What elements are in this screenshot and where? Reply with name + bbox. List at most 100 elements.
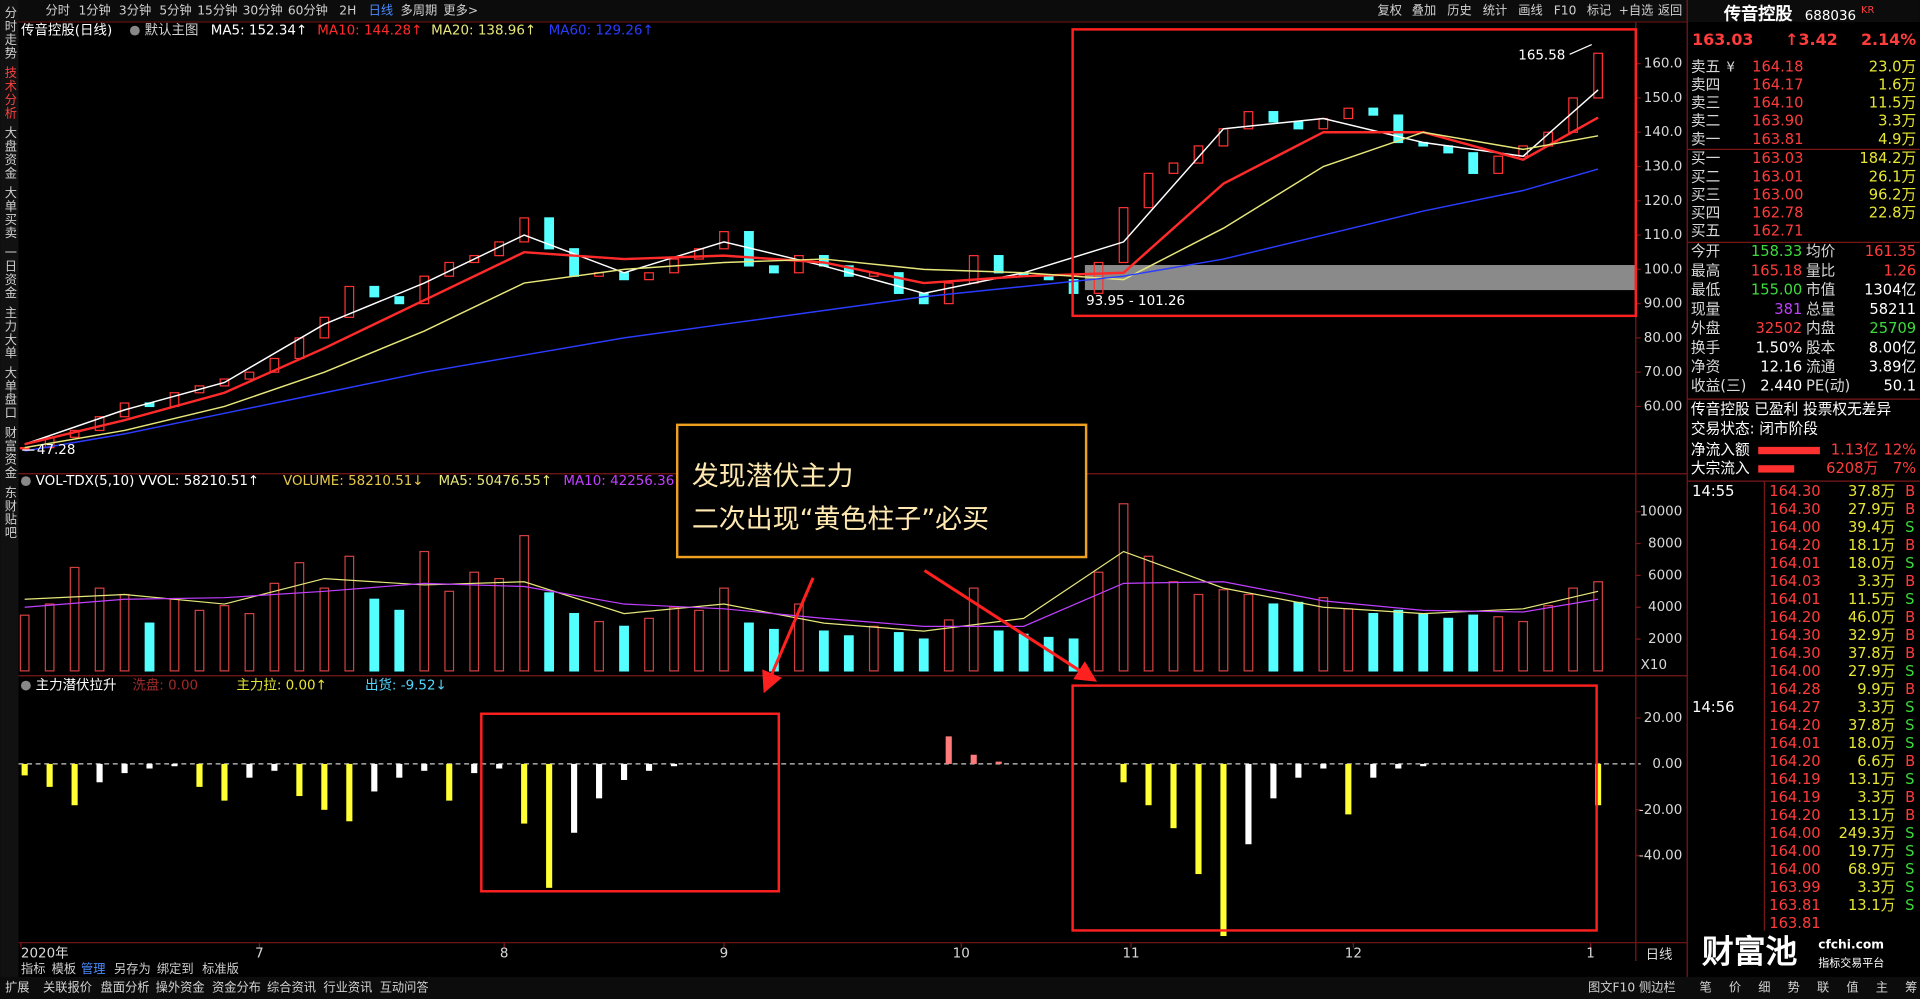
period-tab[interactable]: 15分钟	[197, 3, 237, 18]
indicator-bar	[471, 763, 478, 774]
indicator-bar	[1395, 763, 1402, 769]
volume-bar	[494, 577, 505, 672]
book-label: 卖一	[1691, 131, 1721, 148]
stat-label: 收益(三)	[1691, 378, 1747, 395]
tick-price: 164.20	[1769, 807, 1820, 824]
badge: KR	[1861, 5, 1874, 16]
stat-label: 最高	[1691, 262, 1720, 279]
side-tab[interactable]: 东财贴吧	[3, 486, 17, 540]
panel-button[interactable]: 值	[1846, 979, 1858, 994]
period-tab[interactable]: 1分钟	[79, 3, 111, 18]
tick-side: B	[1905, 807, 1915, 824]
panel-button[interactable]: 主	[1876, 980, 1888, 994]
status-tab[interactable]: 综合资讯	[267, 979, 316, 994]
side-tab[interactable]: 技术分析	[3, 66, 17, 120]
indicator-bar	[571, 763, 578, 833]
tool-button[interactable]: 复权	[1377, 4, 1401, 18]
status-tab[interactable]: 关联报价	[43, 979, 92, 994]
stat-label: PE(动)	[1806, 378, 1850, 395]
period-tab[interactable]: 多周期	[401, 4, 438, 18]
ma-label: MA60: 129.26↑	[549, 24, 654, 39]
panel-button[interactable]: 价	[1729, 980, 1741, 994]
tick-side: S	[1905, 699, 1914, 716]
bottom-tab[interactable]: 管理	[81, 961, 105, 976]
status-tab[interactable]: 资金分布	[212, 979, 261, 994]
indicator-bar	[1245, 763, 1252, 845]
tool-button[interactable]: +自选	[1619, 4, 1654, 18]
tool-button[interactable]: 画线	[1518, 4, 1542, 18]
zone-label: 93.95 - 101.26	[1086, 294, 1185, 309]
bottom-tab[interactable]: 模板	[52, 962, 76, 976]
period-tab[interactable]: 分时	[45, 4, 69, 18]
status-tab[interactable]: 操外资金	[156, 979, 205, 994]
indicator-bar	[596, 763, 603, 799]
tool-button[interactable]: 标记	[1587, 4, 1611, 18]
flow-pct: 12%	[1883, 442, 1916, 459]
y-tick-label: 120.0	[1644, 194, 1683, 209]
side-tab[interactable]: 主力大单	[3, 306, 17, 360]
side-tab[interactable]: 大盘资金	[3, 126, 17, 180]
panel-button[interactable]: 笔	[1699, 979, 1711, 994]
period-tab[interactable]: 2H	[339, 4, 356, 18]
volume-bar	[893, 632, 904, 672]
side-tab[interactable]: 一日资金	[3, 246, 17, 300]
candle	[1168, 162, 1179, 174]
status-right[interactable]: 图文F10 侧边栏	[1588, 979, 1676, 994]
flow-amount: 6208万	[1826, 460, 1878, 477]
tick-volume: 9.9万	[1857, 681, 1895, 698]
status-tab[interactable]: 互动问答	[380, 979, 429, 994]
volume-bar	[69, 566, 80, 672]
bottom-tab[interactable]: 另存为	[114, 962, 151, 976]
panel-button[interactable]: 联	[1817, 980, 1829, 994]
indicator-bar	[21, 763, 28, 776]
tool-button[interactable]: 历史	[1447, 4, 1471, 18]
candle	[394, 296, 405, 305]
tick-price: 164.30	[1769, 501, 1820, 518]
volume-bar	[1118, 503, 1129, 672]
panel-button[interactable]: 筹	[1905, 980, 1917, 994]
currency: ¥	[1726, 60, 1735, 75]
volume-bar	[1393, 609, 1404, 672]
period-tab[interactable]: 30分钟	[243, 3, 283, 18]
tick-side: S	[1905, 591, 1914, 608]
low-label: 47.28	[37, 443, 76, 458]
period-tab[interactable]: 更多>	[443, 4, 478, 18]
y-tick-label: 60.00	[1644, 399, 1683, 414]
bottom-tab[interactable]: 标准版	[202, 962, 239, 976]
ma-line	[24, 168, 1599, 452]
tick-side: B	[1905, 789, 1915, 806]
bottom-tab[interactable]: 指标	[21, 961, 45, 976]
volume-bar	[44, 603, 55, 672]
period-tab[interactable]: 3分钟	[119, 3, 151, 18]
side-tab[interactable]: 分时走势	[3, 6, 17, 60]
tool-button[interactable]: F10	[1554, 4, 1577, 18]
status-tab[interactable]: 盘面分析	[101, 979, 150, 994]
bottom-tab[interactable]: 绑定到	[157, 961, 194, 976]
period-tab[interactable]: 60分钟	[288, 3, 328, 18]
y-tick-label: 130.0	[1644, 160, 1683, 175]
side-tab[interactable]: 财富资金	[3, 426, 17, 480]
tick-price: 164.28	[1769, 681, 1820, 698]
side-tab[interactable]: 大单盘口	[3, 366, 17, 420]
callout-box	[675, 423, 1088, 559]
panel-button[interactable]: 势	[1788, 980, 1800, 994]
y-tick-label: 150.0	[1644, 91, 1683, 106]
stat-label: 流通	[1806, 359, 1836, 376]
tool-button[interactable]: 叠加	[1412, 4, 1436, 18]
book-volume: 1.6万	[1878, 76, 1916, 93]
status-tab[interactable]: 扩展	[5, 980, 29, 994]
tool-button[interactable]: 返回	[1658, 4, 1682, 18]
side-tab[interactable]: 大单买卖	[3, 186, 17, 240]
indicator-bar	[221, 763, 228, 801]
status-tab[interactable]: 行业资讯	[323, 980, 372, 994]
y-tick-label: 80.00	[1644, 331, 1683, 346]
tool-button[interactable]: 统计	[1483, 4, 1507, 18]
period-tab[interactable]: 5分钟	[159, 3, 191, 18]
indicator-bar	[546, 763, 553, 888]
book-price: 163.03	[1752, 150, 1803, 167]
period-tab[interactable]: 日线	[369, 4, 393, 18]
panel-button[interactable]: 细	[1758, 980, 1770, 994]
ma-line	[24, 89, 1599, 445]
icon	[20, 476, 31, 487]
volume-bar	[144, 622, 155, 672]
